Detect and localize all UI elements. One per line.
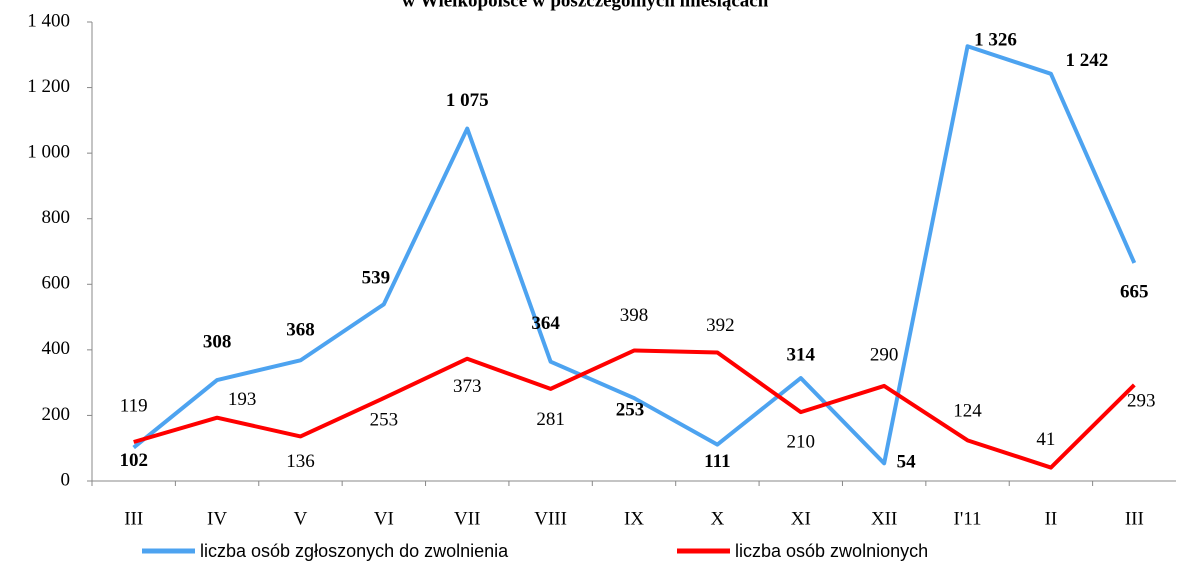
y-tick-label: 800 bbox=[42, 207, 71, 228]
y-tick-label: 1 000 bbox=[27, 142, 70, 163]
data-label: 1 242 bbox=[1066, 50, 1109, 71]
data-label: 398 bbox=[620, 305, 649, 326]
data-label: 364 bbox=[531, 313, 560, 334]
data-label: 1 075 bbox=[446, 90, 489, 111]
data-label: 368 bbox=[286, 320, 315, 341]
y-tick-label: 1 200 bbox=[27, 76, 70, 97]
chart-title: w Wielkopolsce w poszczególnych miesiąca… bbox=[402, 0, 769, 11]
x-tick-label: VII bbox=[454, 508, 480, 529]
legend-text: liczba osób zgłoszonych do zwolnienia bbox=[200, 541, 509, 561]
data-label: 373 bbox=[453, 376, 482, 397]
series-line bbox=[133, 348, 1136, 470]
data-label: 253 bbox=[370, 409, 399, 430]
x-tick-label: IV bbox=[207, 508, 227, 529]
series-line bbox=[132, 44, 1137, 466]
x-tick-label: II bbox=[1045, 508, 1058, 529]
x-tick-label: VI bbox=[374, 508, 394, 529]
data-label: 665 bbox=[1120, 281, 1149, 302]
legend-text: liczba osób zwolnionych bbox=[735, 541, 928, 561]
data-label: 210 bbox=[787, 432, 816, 453]
data-label: 111 bbox=[704, 451, 730, 472]
data-label: 102 bbox=[119, 450, 148, 471]
data-label: 41 bbox=[1036, 429, 1055, 450]
data-label: 119 bbox=[120, 395, 148, 416]
data-label: 136 bbox=[286, 451, 315, 472]
data-label: 1 326 bbox=[974, 30, 1017, 51]
data-label: 308 bbox=[203, 331, 232, 352]
x-tick-label: V bbox=[294, 508, 308, 529]
data-label: 253 bbox=[616, 399, 645, 420]
data-label: 54 bbox=[897, 452, 917, 473]
x-tick-label: XI bbox=[791, 508, 811, 529]
y-tick-label: 0 bbox=[61, 469, 71, 490]
x-tick-label: VIII bbox=[534, 508, 567, 529]
x-tick-label: X bbox=[711, 508, 725, 529]
data-label: 124 bbox=[953, 401, 982, 422]
y-tick-label: 400 bbox=[42, 338, 71, 359]
x-tick-label: I'11 bbox=[954, 508, 982, 529]
y-tick-label: 200 bbox=[42, 404, 71, 425]
x-tick-label: XII bbox=[871, 508, 897, 529]
data-label: 290 bbox=[870, 344, 899, 365]
x-tick-label: III bbox=[1125, 508, 1144, 529]
data-label: 539 bbox=[362, 268, 391, 289]
data-label: 193 bbox=[228, 389, 257, 410]
data-label: 392 bbox=[706, 315, 735, 336]
data-label: 293 bbox=[1127, 390, 1156, 411]
y-tick-label: 1 400 bbox=[27, 10, 70, 31]
x-tick-label: III bbox=[124, 508, 143, 529]
y-tick-label: 600 bbox=[42, 273, 71, 294]
data-label: 314 bbox=[787, 344, 816, 365]
data-label: 281 bbox=[536, 409, 565, 430]
x-tick-label: IX bbox=[624, 508, 644, 529]
